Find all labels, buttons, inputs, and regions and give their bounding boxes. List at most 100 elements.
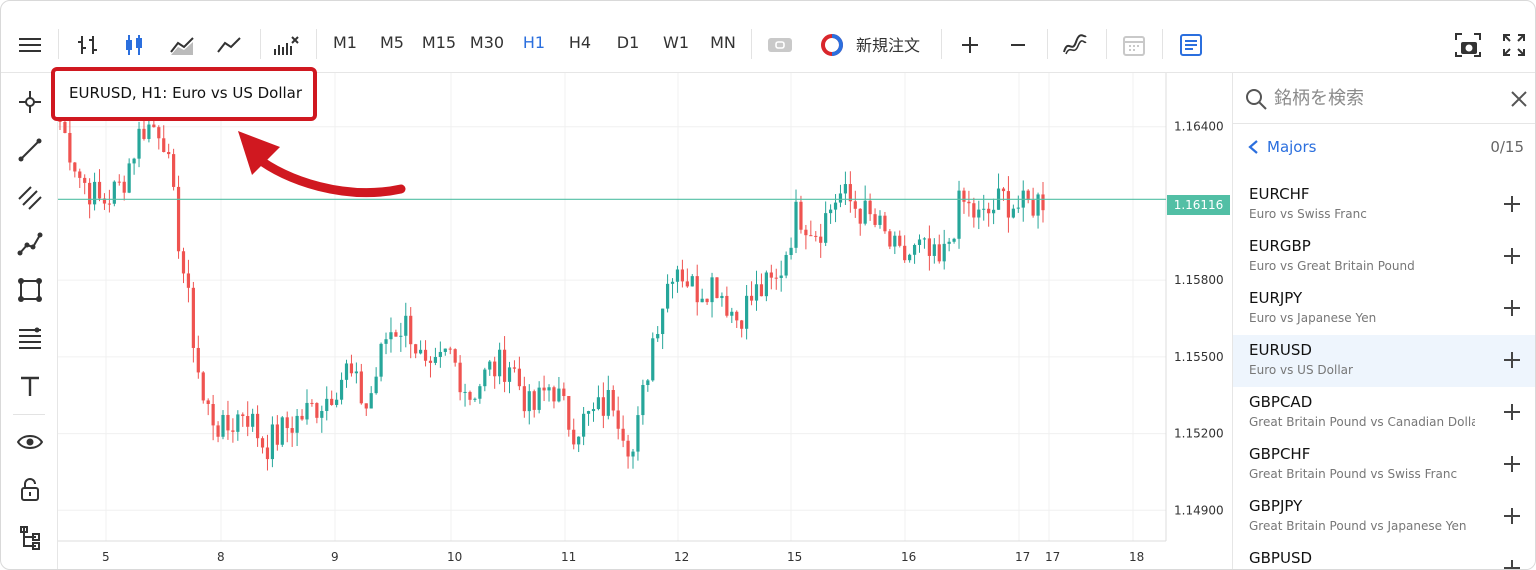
timeframe-m15[interactable]: M15 [421,33,457,52]
screenshot-icon[interactable] [1452,23,1484,67]
tree-icon[interactable] [15,523,45,553]
lock-icon[interactable] [15,475,45,505]
candle-body [824,213,828,243]
symbol-search-input[interactable] [1274,85,1494,111]
symbol-description: Great Britain Pound vs Japanese Yen [1249,519,1467,533]
candle-body [285,417,289,429]
candle-body [695,276,699,303]
close-icon[interactable] [1510,90,1528,108]
symbol-row[interactable]: GBPCAD Great Britain Pound vs Canadian D… [1233,387,1535,439]
candle-body [957,190,961,239]
x-tick-label: 17 [1015,550,1030,564]
candle-body [601,397,605,416]
separator [13,414,45,415]
channel-icon[interactable] [15,183,45,213]
new-order-button[interactable]: 新規注文 [856,36,921,55]
candle-body [176,186,181,252]
candle-body [838,193,843,203]
candle-body [68,132,72,163]
candle-body [344,363,349,380]
candlestick-chart[interactable]: 1.16400 1.15800 1.15500 1.15200 1.14900 5 8 9 10… [58,73,1232,570]
symbol-row[interactable]: GBPCHF Great Britain Pound vs Swiss Fran… [1233,439,1535,491]
candle-body [73,162,77,172]
zoom-out-icon[interactable] [1004,23,1032,67]
add-symbol-icon[interactable] [1502,298,1522,318]
price-chart[interactable]: 1.16400 1.15800 1.15500 1.15200 1.14900 5 8 9 10… [58,73,1232,570]
menu-icon[interactable] [15,23,45,67]
timeframe-h1[interactable]: H1 [522,33,546,52]
timeframe-w1[interactable]: W1 [663,33,689,52]
separator [58,29,59,59]
fullscreen-icon[interactable] [1499,23,1529,67]
candle-body [705,298,709,303]
search-icon [1246,89,1267,110]
candle-body [690,276,694,287]
fibonacci-icon[interactable] [15,323,45,353]
candle-body [952,238,956,242]
candle-body [354,371,358,374]
candle-body [873,214,877,225]
candle-body [246,416,250,427]
symbol-row[interactable]: EURGBP Euro vs Great Britain Pound [1233,231,1535,283]
symbol-row[interactable]: EURCHF Euro vs Swiss Franc [1233,179,1535,231]
candle-body [819,236,823,243]
add-symbol-icon[interactable] [1502,194,1522,214]
indicators-icon[interactable] [271,23,301,67]
calendar-icon[interactable] [1119,23,1149,67]
add-symbol-icon[interactable] [1502,558,1522,570]
symbol-row[interactable]: EURJPY Euro vs Japanese Yen [1233,283,1535,335]
symbol-row[interactable]: GBPUSD [1233,543,1535,570]
candle-body [992,209,996,214]
add-symbol-icon[interactable] [1502,350,1522,370]
candle-body [512,367,517,369]
notes-icon[interactable] [1176,23,1206,67]
shapes-icon[interactable] [15,275,45,305]
candle-body [374,376,378,394]
timeframe-h4[interactable]: H4 [568,33,592,52]
add-symbol-icon[interactable] [1502,506,1522,526]
candle-body [88,182,92,205]
symbol-row[interactable]: GBPJPY Great Britain Pound vs Japanese Y… [1233,491,1535,543]
separator [316,29,317,59]
add-symbol-icon[interactable] [1502,454,1522,474]
timeframe-d1[interactable]: D1 [616,33,640,52]
one-click-trading-icon[interactable] [765,23,795,67]
timeframe-m5[interactable]: M5 [380,33,404,52]
text-icon[interactable] [15,371,45,401]
x-tick-label: 11 [561,550,576,564]
objects-icon[interactable] [1060,23,1090,67]
candle-body [562,388,566,397]
add-symbol-icon[interactable] [1502,246,1522,266]
trendline-icon[interactable] [15,135,45,165]
candle-body [942,243,946,262]
add-symbol-icon[interactable] [1502,402,1522,422]
symbol-group-name[interactable]: Majors [1267,138,1317,156]
candle-body [848,184,852,202]
timeframe-mn[interactable]: MN [710,33,736,52]
symbol-group-header[interactable]: Majors 0/15 [1233,124,1535,169]
candle-body [270,424,275,460]
x-tick-label: 10 [447,550,462,564]
line-chart-icon[interactable] [214,23,244,67]
bar-chart-icon[interactable] [73,23,103,67]
candle-body [117,181,121,183]
new-order-icon[interactable] [818,23,846,67]
candle-body [394,332,398,337]
symbol-row-selected[interactable]: EURUSD Euro vs US Dollar [1233,335,1535,387]
candle-body [1041,194,1045,211]
timeframe-m1[interactable]: M1 [333,33,357,52]
candle-body [493,361,497,377]
chevron-left-icon[interactable] [1247,139,1261,155]
candle-body [102,198,107,204]
crosshair-icon[interactable] [15,87,45,117]
candle-body [97,181,102,199]
eye-icon[interactable] [15,427,45,457]
candlestick-icon[interactable] [119,23,149,67]
zoom-in-icon[interactable] [956,23,984,67]
separator [260,29,261,59]
polyline-icon[interactable] [15,229,45,259]
timeframe-m30[interactable]: M30 [469,33,505,52]
candle-body [917,239,922,245]
area-chart-icon[interactable] [167,23,197,67]
candle-body [364,403,368,409]
